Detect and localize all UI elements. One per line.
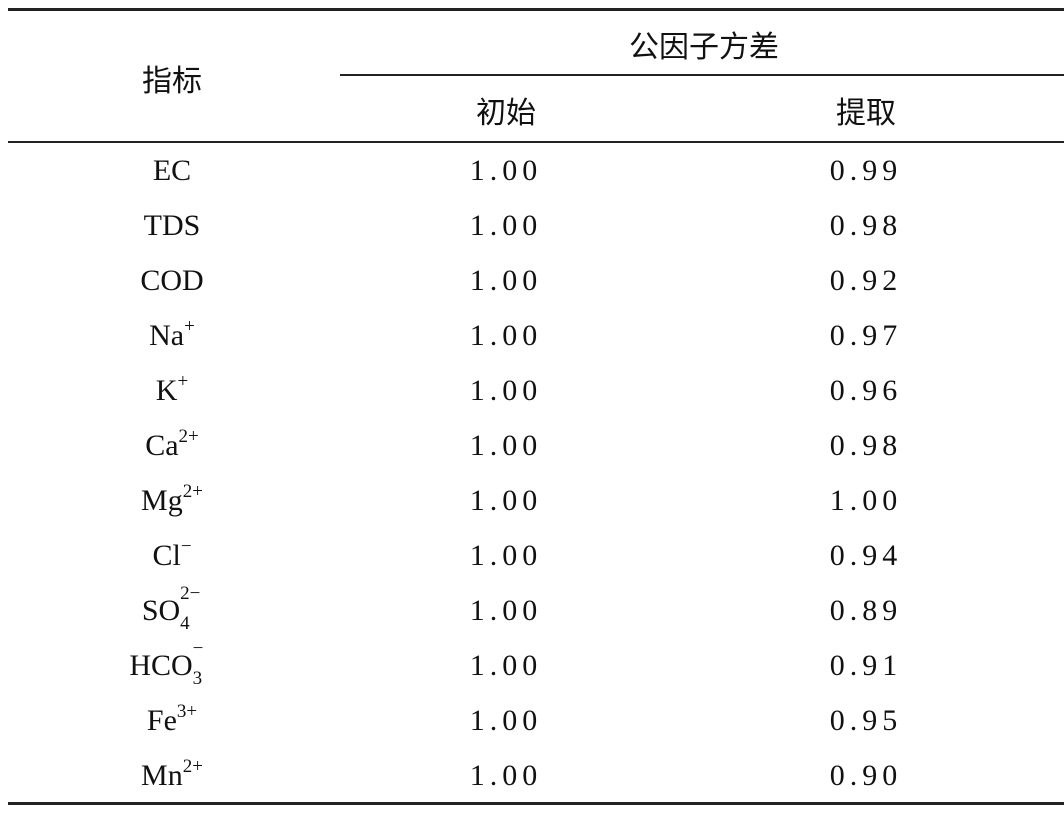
initial-value: 1.00 <box>469 319 543 352</box>
indicator-cell: SO 2− 4 <box>0 583 344 638</box>
subscript: 4 <box>180 613 190 635</box>
indicator-cell: TDS <box>0 198 344 253</box>
top-rule <box>8 8 1064 11</box>
indicator-name: Mn <box>141 759 183 792</box>
header-initial: 初始 <box>476 97 536 130</box>
extraction-value: 0.95 <box>829 704 903 737</box>
charge: 2+ <box>182 481 203 502</box>
extraction-value: 0.90 <box>829 759 903 792</box>
indicator-name: Fe <box>146 704 177 737</box>
indicator-name: Ca <box>145 429 179 462</box>
indicator-name: Cl <box>152 539 181 572</box>
charge: − <box>180 536 192 557</box>
extraction-value: 0.94 <box>829 539 903 572</box>
charge: 2+ <box>182 756 203 777</box>
subscript: 3 <box>192 668 203 690</box>
initial-value: 1.00 <box>469 594 543 627</box>
initial-value: 1.00 <box>469 429 543 462</box>
indicator-name: SO <box>141 594 181 627</box>
indicator-cell: Ca2+ <box>0 418 344 473</box>
extraction-value: 1.00 <box>829 484 903 517</box>
indicator-cell: Na+ <box>0 308 344 363</box>
extraction-value: 0.99 <box>829 154 903 187</box>
charge: 2+ <box>178 426 199 447</box>
extraction-value: 0.98 <box>829 429 903 462</box>
extraction-value: 0.91 <box>829 649 903 682</box>
initial-value: 1.00 <box>469 539 543 572</box>
header-communality: 公因子方差 <box>629 31 779 64</box>
indicator-cell: K+ <box>0 363 344 418</box>
extraction-value: 0.98 <box>829 209 903 242</box>
indicator-name: Mg <box>141 484 183 517</box>
header-bottom-rule <box>8 141 1064 143</box>
indicator-cell: Fe3+ <box>0 693 344 748</box>
header-indicator: 指标 <box>142 65 202 98</box>
group-rule <box>340 74 1064 76</box>
charge: + <box>177 371 189 392</box>
extraction-value: 0.92 <box>829 264 903 297</box>
indicator-cell: HCO −3 <box>0 638 344 693</box>
indicator-name: TDS <box>143 209 201 242</box>
ion-charge: −3 <box>193 639 215 689</box>
initial-value: 1.00 <box>469 154 543 187</box>
indicator-cell: Mg2+ <box>0 473 344 528</box>
initial-value: 1.00 <box>469 484 543 517</box>
charge: 3+ <box>176 701 198 722</box>
indicator-name: Na <box>149 319 185 352</box>
initial-value: 1.00 <box>469 649 543 682</box>
ion-charge: 2− 4 <box>180 584 202 634</box>
initial-value: 1.00 <box>469 209 543 242</box>
initial-value: 1.00 <box>469 704 543 737</box>
extraction-value: 0.97 <box>829 319 903 352</box>
bottom-rule <box>8 802 1064 805</box>
indicator-cell: Mn2+ <box>0 748 344 803</box>
indicator-name: COD <box>140 264 204 297</box>
indicator-name: HCO <box>129 649 193 682</box>
initial-value: 1.00 <box>469 264 543 297</box>
indicator-name: EC <box>152 154 192 187</box>
indicator-cell: COD <box>0 253 344 308</box>
indicator-cell: Cl− <box>0 528 344 583</box>
charge: − <box>192 638 204 660</box>
header-extraction: 提取 <box>836 97 896 130</box>
charge: + <box>184 316 195 337</box>
extraction-value: 0.96 <box>829 374 903 407</box>
extraction-value: 0.89 <box>829 594 903 627</box>
indicator-name: K <box>155 374 178 407</box>
indicator-cell: EC <box>0 143 344 198</box>
charge: 2− <box>180 583 201 605</box>
initial-value: 1.00 <box>469 759 543 792</box>
initial-value: 1.00 <box>469 374 543 407</box>
